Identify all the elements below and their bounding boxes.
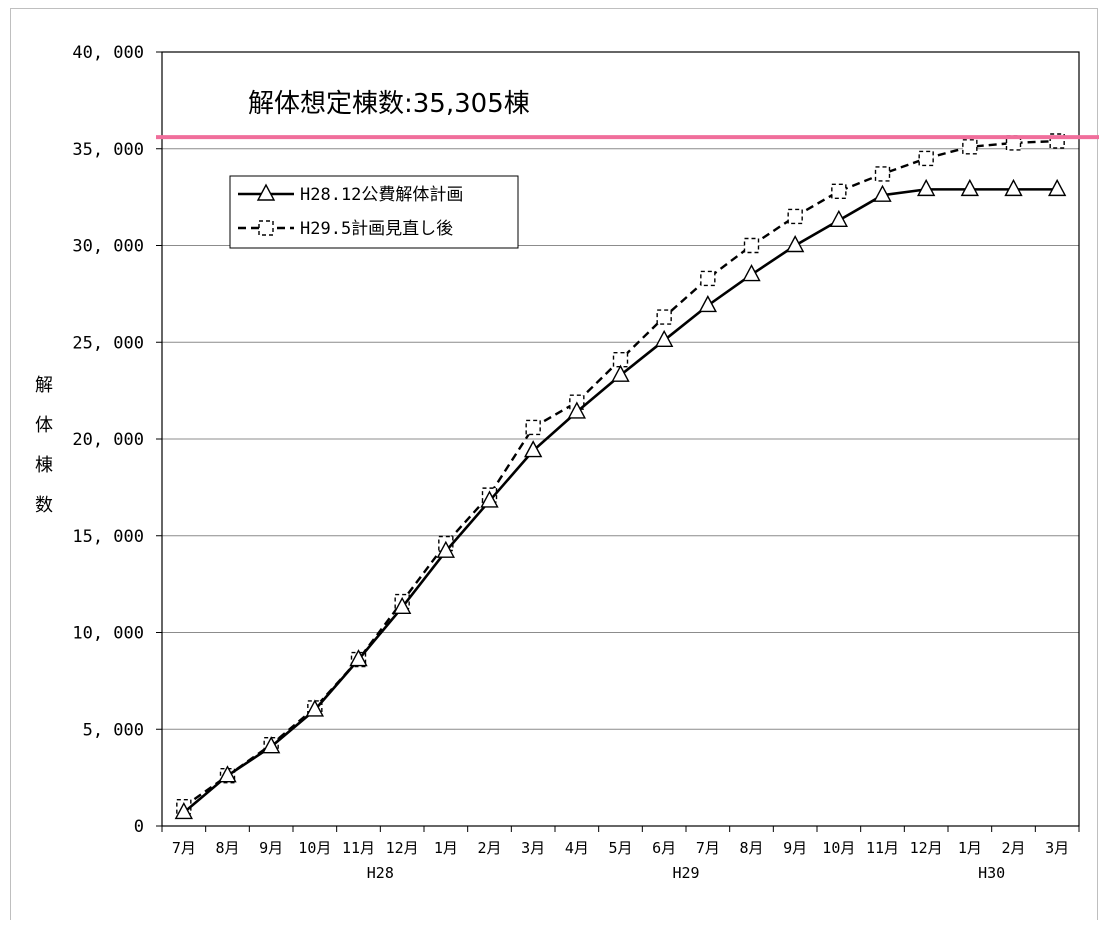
triangle-marker [349, 649, 368, 667]
y-tick-label: 30, 000 [72, 237, 144, 257]
legend-box [229, 175, 519, 249]
y-tick-label: 0 [134, 817, 144, 837]
triangle-marker [917, 178, 936, 197]
chart-frame [10, 8, 1098, 920]
x-tick-label: 5月 [608, 839, 632, 857]
square-marker [962, 139, 978, 155]
y-axis-label-char: 解 [35, 375, 53, 396]
x-tick-label: 2月 [1001, 839, 1025, 857]
y-tick-label: 10, 000 [72, 624, 144, 644]
square-marker [525, 419, 541, 436]
triangle-marker [698, 294, 717, 313]
x-tick-label: 12月 [910, 839, 943, 857]
year-label: H29 [672, 864, 699, 882]
x-tick-label: 2月 [477, 839, 501, 857]
reference-annotation: 解体想定棟数:35,305棟 [248, 89, 530, 119]
square-marker [743, 237, 760, 254]
square-marker [874, 166, 891, 182]
triangle-marker [611, 364, 630, 382]
x-tick-label: 9月 [783, 839, 807, 857]
series-lines [174, 133, 1067, 820]
y-tick-label: 40, 000 [72, 43, 144, 63]
triangle-marker [786, 235, 805, 253]
triangle-marker [218, 765, 237, 783]
year-label: H28 [367, 864, 394, 882]
square-marker [612, 351, 629, 368]
square-marker [700, 270, 716, 287]
legend-item: H28.12公費解体計画 [238, 183, 463, 205]
legend: H28.12公費解体計画 H29.5計画見直し後 [229, 175, 519, 249]
x-tick-label: 1月 [958, 839, 982, 857]
x-tick-label: 3月 [521, 839, 545, 857]
y-tick-label: 5, 000 [83, 720, 144, 740]
triangle-marker [567, 401, 586, 419]
x-tick-label: 7月 [172, 839, 196, 857]
x-tick-label: 8月 [215, 839, 239, 857]
y-axis-ticks: 0 5, 000 10, 000 15, 000 20, 000 25, 000 30, 0… [72, 43, 162, 837]
x-tick-label: 11月 [866, 839, 899, 857]
y-tick-label: 20, 000 [72, 430, 144, 450]
square-marker [656, 309, 672, 325]
y-axis-label-char: 棟 [35, 455, 53, 476]
triangle-marker [174, 801, 193, 820]
x-tick-label: 6月 [652, 839, 676, 857]
x-tick-label: 8月 [739, 839, 763, 857]
triangle-marker [829, 209, 848, 228]
y-tick-label: 35, 000 [72, 140, 144, 160]
x-tick-label: 1月 [434, 839, 458, 857]
legend-label: H28.12公費解体計画 [300, 185, 463, 205]
x-tick-label: 3月 [1045, 839, 1069, 857]
triangle-marker [480, 490, 499, 508]
square-marker [831, 183, 847, 200]
series-original [174, 178, 1067, 820]
triangle-marker [436, 540, 456, 558]
triangle-marker [655, 329, 674, 348]
x-tick-label: 10月 [822, 839, 855, 857]
series-line [182, 188, 1058, 814]
triangle-marker [1004, 178, 1023, 197]
triangle-marker [742, 264, 761, 282]
y-axis-label-char: 数 [35, 495, 53, 516]
x-tick-label: 4月 [565, 839, 589, 857]
x-tick-label: 11月 [342, 839, 375, 857]
x-tick-label: 12月 [386, 839, 419, 857]
square-marker [787, 208, 803, 225]
y-axis-label-char: 体 [35, 415, 53, 436]
year-label: H30 [978, 864, 1005, 882]
y-tick-label: 25, 000 [72, 333, 144, 353]
legend-label: H29.5計画見直し後 [300, 219, 453, 239]
triangle-marker [392, 596, 412, 615]
x-tick-label: 10月 [298, 839, 331, 857]
triangle-marker [524, 440, 543, 458]
triangle-marker [873, 184, 892, 202]
triangle-marker [960, 178, 979, 197]
triangle-marker [305, 699, 325, 717]
y-tick-label: 15, 000 [72, 527, 144, 547]
x-axis-ticks: 7月 8月 9月 10月 11月 12月 1月 2月 3月 4月 5月 6月 7月 8月 9月 10月 11月 1… [161, 826, 1080, 882]
square-marker [918, 150, 934, 167]
triangle-marker [261, 736, 281, 754]
triangle-marker [256, 183, 276, 201]
square-marker [258, 220, 274, 236]
legend-item: H29.5計画見直し後 [238, 219, 453, 239]
x-tick-label: 9月 [259, 839, 283, 857]
x-tick-label: 7月 [696, 839, 720, 857]
triangle-marker [1047, 178, 1067, 197]
